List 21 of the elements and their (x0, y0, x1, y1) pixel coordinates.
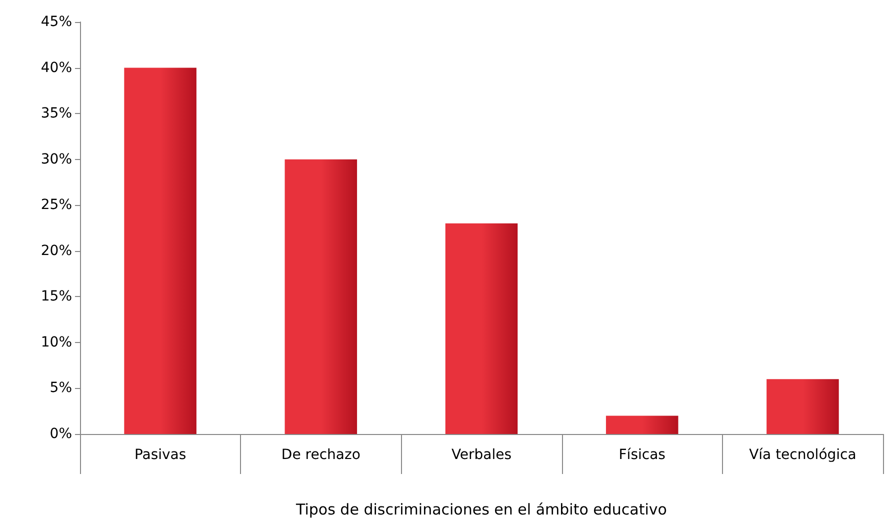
bar (124, 68, 196, 434)
y-tick-label: 35% (40, 106, 72, 122)
x-axis-title: Tipos de discriminaciones en el ámbito educativo (295, 500, 667, 518)
x-tick-label: De rechazo (281, 447, 360, 463)
y-tick-label: 15% (40, 288, 72, 305)
y-tick-label: 0% (50, 426, 72, 442)
y-tick-label: 5% (50, 380, 72, 396)
bar (284, 159, 358, 434)
x-tick-label: Vía tecnológica (749, 447, 856, 463)
y-tick-label: 10% (40, 334, 72, 350)
x-tick-label: Verbales (451, 447, 512, 463)
y-tick-label: 40% (40, 60, 72, 76)
y-tick-label: 45% (40, 14, 72, 30)
y-tick-label: 30% (40, 151, 72, 168)
x-tick-label: Pasivas (134, 447, 186, 463)
y-tick-label: 25% (40, 197, 72, 214)
y-tick-label: 20% (40, 242, 72, 259)
x-tick-label: Físicas (618, 447, 666, 463)
bar (766, 379, 839, 434)
bar (445, 223, 518, 434)
bar (606, 416, 678, 434)
